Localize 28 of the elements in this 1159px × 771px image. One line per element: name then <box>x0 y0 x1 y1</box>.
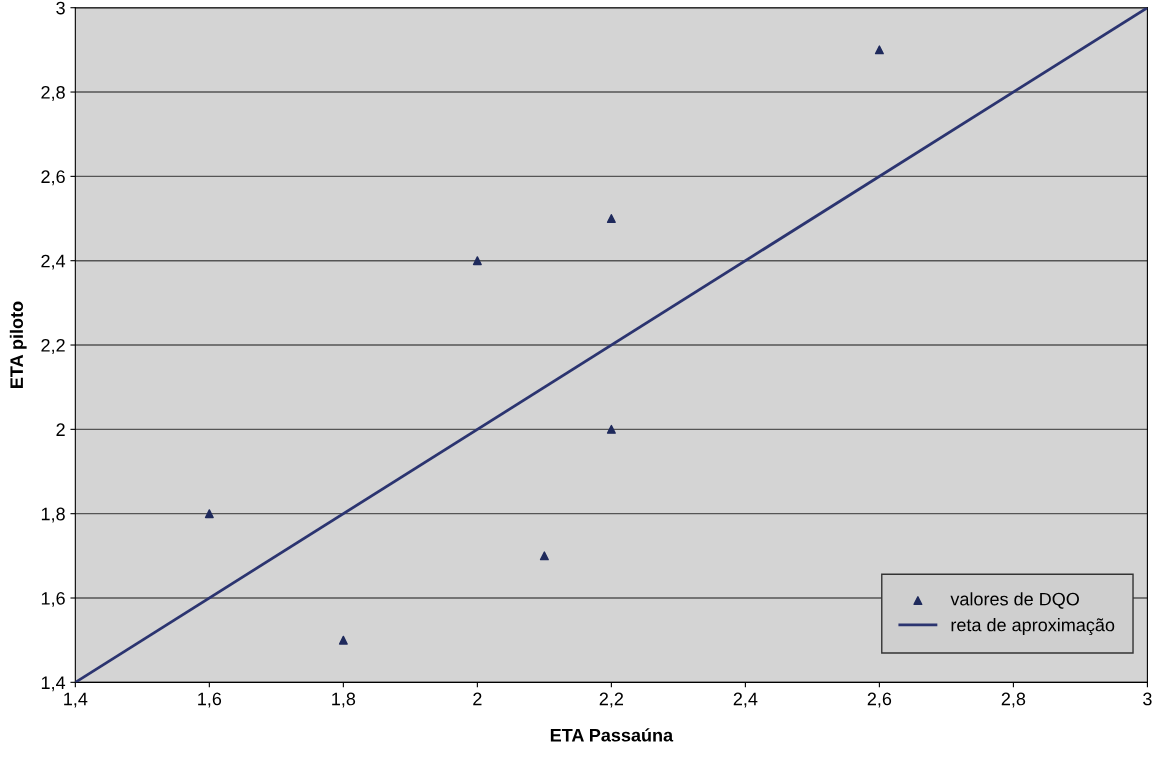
point <box>472 256 482 266</box>
x-tick-label: 1,8 <box>332 692 356 708</box>
point <box>204 509 214 519</box>
point <box>606 424 616 434</box>
y-tick-label: 1,8 <box>41 507 65 523</box>
y-tick-label: 2,2 <box>41 338 65 354</box>
y-tick-label: 1,4 <box>41 676 66 692</box>
legend-label: reta de aproximação <box>951 618 1115 636</box>
y-tick-label: 2,4 <box>41 254 66 270</box>
y-tick-label: 2,8 <box>41 85 65 101</box>
y-axis-title: ETA piloto <box>9 301 27 388</box>
x-tick-label: 2,4 <box>733 692 758 708</box>
point <box>874 45 884 55</box>
x-tick-label: 3 <box>1143 692 1152 706</box>
x-tick-label: 1,6 <box>198 692 222 708</box>
y-tick-label: 2,6 <box>41 170 65 186</box>
legend-label: valores de DQO <box>950 592 1079 609</box>
point <box>539 551 549 561</box>
y-tick-label: 3 <box>56 1 65 15</box>
x-tick-label: 2,8 <box>1001 692 1026 708</box>
x-tick-label: 2,6 <box>867 692 892 708</box>
x-tick-label: 2,2 <box>599 692 624 708</box>
point <box>338 635 348 645</box>
y-tick-label: 2 <box>56 423 65 436</box>
x-tick-label: 2 <box>473 692 482 706</box>
y-tick-label: 1,6 <box>41 591 65 607</box>
x-axis-title: ETA Passaúna <box>550 728 674 742</box>
point <box>606 214 616 224</box>
